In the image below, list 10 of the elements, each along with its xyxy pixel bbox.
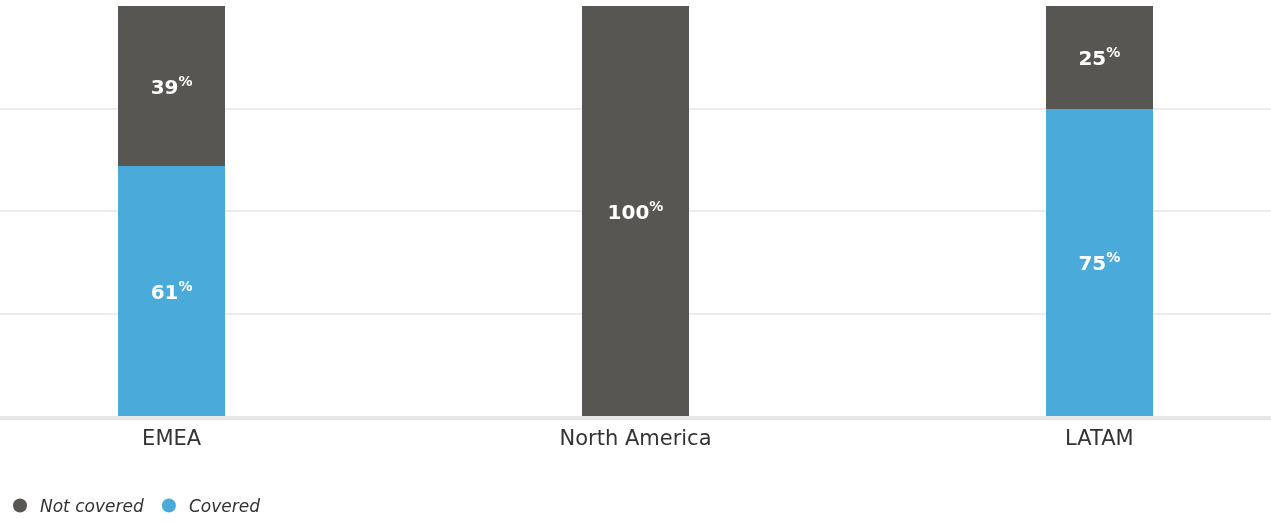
- legend-label: Not covered: [40, 496, 144, 517]
- x-tick-label: LATAM: [1065, 426, 1134, 451]
- data-label: 25$^{%}$: [1078, 44, 1121, 71]
- data-label: 61$^{%}$: [150, 277, 193, 305]
- data-label: 100$^{%}$: [607, 197, 664, 225]
- legend-label: Covered: [188, 496, 261, 517]
- data-label: 75$^{%}$: [1078, 249, 1121, 276]
- x-tick-label: North America: [559, 426, 712, 451]
- x-tick-label: EMEA: [142, 426, 202, 451]
- data-label: 39$^{%}$: [150, 72, 193, 100]
